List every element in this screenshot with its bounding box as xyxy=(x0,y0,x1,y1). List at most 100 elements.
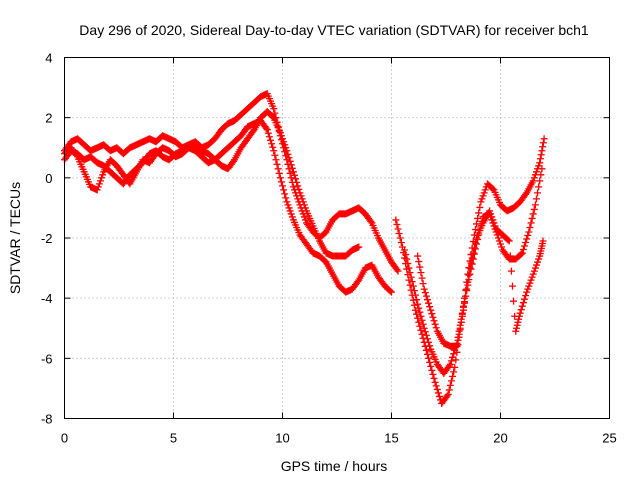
data-point xyxy=(455,330,463,338)
data-point xyxy=(428,310,436,318)
data-point xyxy=(432,324,440,332)
data-point xyxy=(512,327,520,335)
data-point xyxy=(450,368,458,376)
data-point xyxy=(513,321,521,329)
data-point xyxy=(535,183,543,191)
data-point xyxy=(530,205,538,213)
data-point xyxy=(507,267,515,275)
data-point xyxy=(498,243,506,251)
data-point xyxy=(530,174,538,182)
data-point xyxy=(284,150,292,158)
data-point xyxy=(506,252,514,260)
y-tick-label: -2 xyxy=(41,231,53,246)
data-point xyxy=(422,346,430,354)
data-point xyxy=(517,306,525,314)
data-point xyxy=(467,259,475,267)
data-point xyxy=(392,216,400,224)
data-point xyxy=(418,316,426,324)
data-point xyxy=(297,192,305,200)
data-point xyxy=(445,386,453,394)
data-point xyxy=(518,249,526,257)
data-point xyxy=(289,183,297,191)
data-point xyxy=(95,180,103,188)
data-point xyxy=(475,209,483,217)
data-point xyxy=(267,136,275,144)
data-point xyxy=(249,127,257,135)
data-point xyxy=(525,282,533,290)
data-point xyxy=(393,220,401,228)
data-point xyxy=(536,177,544,185)
data-point xyxy=(432,382,440,390)
data-point xyxy=(531,264,539,272)
data-point xyxy=(394,225,402,233)
data-point xyxy=(529,177,537,185)
data-point xyxy=(281,141,289,149)
data-point xyxy=(285,204,293,212)
data-point xyxy=(426,358,434,366)
data-point xyxy=(517,250,525,258)
data-point xyxy=(414,300,422,308)
data-point xyxy=(536,155,544,163)
data-point xyxy=(423,335,431,343)
data-point xyxy=(497,240,504,248)
data-point xyxy=(287,161,295,169)
x-tick-label: 0 xyxy=(61,431,68,446)
x-tick-label: 5 xyxy=(170,431,177,446)
data-point xyxy=(524,231,532,239)
data-point xyxy=(446,381,454,389)
data-point xyxy=(490,219,498,227)
data-point xyxy=(519,246,527,254)
data-point xyxy=(528,273,536,281)
data-point xyxy=(468,260,476,268)
data-point xyxy=(401,246,409,254)
data-point xyxy=(280,138,288,146)
x-tick-label: 25 xyxy=(602,431,616,446)
data-point xyxy=(539,139,547,147)
data-point xyxy=(526,223,534,231)
data-point xyxy=(286,157,294,165)
data-point xyxy=(282,194,290,202)
chart-title: Day 296 of 2020, Sidereal Day-to-day VTE… xyxy=(79,22,589,38)
data-point xyxy=(528,214,536,222)
data-point xyxy=(486,207,494,215)
data-point xyxy=(468,254,476,262)
data-point xyxy=(421,289,429,297)
data-point xyxy=(434,389,442,397)
data-point xyxy=(505,237,513,245)
data-point xyxy=(487,210,495,218)
data-point xyxy=(471,239,479,247)
data-point xyxy=(416,263,424,271)
data-point xyxy=(263,126,271,134)
y-tick-label: 4 xyxy=(45,51,52,66)
data-point xyxy=(403,255,411,263)
data-point xyxy=(395,229,403,237)
data-point xyxy=(523,235,531,243)
data-point xyxy=(274,165,282,173)
data-point xyxy=(265,133,273,141)
data-point xyxy=(510,297,518,305)
data-point xyxy=(489,185,497,193)
data-point xyxy=(388,288,395,296)
data-point xyxy=(488,213,496,221)
data-point xyxy=(99,171,107,179)
data-point xyxy=(269,113,277,121)
data-point xyxy=(491,222,499,230)
data-point xyxy=(451,363,459,371)
grid xyxy=(64,57,610,419)
data-point xyxy=(522,239,530,247)
data-point xyxy=(515,312,523,320)
data-point xyxy=(301,204,309,212)
data-point xyxy=(289,168,297,176)
data-point xyxy=(420,285,428,293)
data-point xyxy=(279,182,286,190)
data-point xyxy=(285,154,293,162)
data-point xyxy=(532,195,540,203)
x-axis-label: GPS time / hours xyxy=(281,458,388,474)
data-point xyxy=(407,273,415,281)
data-point xyxy=(281,190,289,198)
data-point xyxy=(430,374,438,382)
x-tick-label: 10 xyxy=(275,431,289,446)
data-point xyxy=(477,198,485,206)
data-point xyxy=(473,220,481,228)
data-point xyxy=(354,278,362,286)
